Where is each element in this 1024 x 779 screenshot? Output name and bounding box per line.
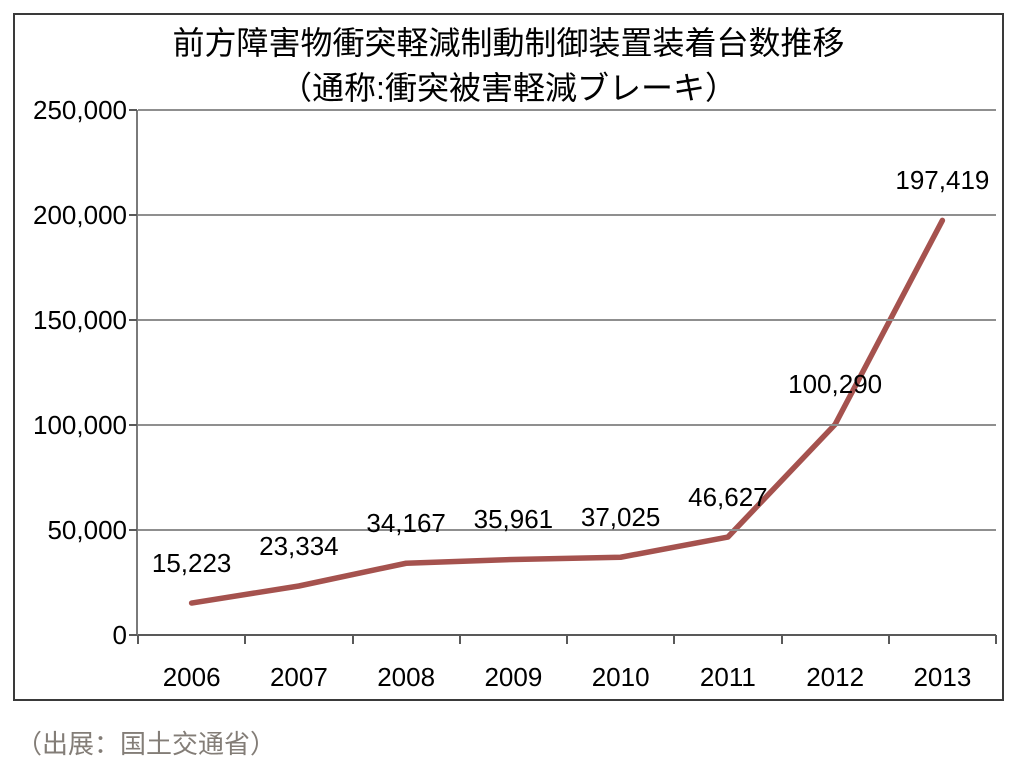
y-axis-tick (129, 109, 137, 111)
gridline (138, 214, 996, 216)
y-axis-tick (129, 214, 137, 216)
source-note: （出展：国土交通省） (16, 729, 277, 759)
x-axis-label: 2010 (591, 662, 650, 692)
x-axis-label: 2008 (377, 662, 436, 692)
x-axis-tick (780, 635, 783, 644)
data-label: 37,025 (580, 502, 661, 533)
y-axis-tick-label: 200,000 (33, 200, 127, 230)
data-label: 100,290 (788, 369, 883, 400)
series-line-chart (188, 217, 946, 606)
chart-title-line1: 前方障害物衝突軽減制動制御装置装着台数推移 (172, 25, 845, 61)
gridline (138, 109, 996, 111)
y-axis-tick (129, 319, 137, 321)
y-axis-tick (129, 634, 137, 636)
data-label: 23,334 (259, 530, 339, 561)
x-axis-tick (458, 635, 461, 644)
y-axis-tick-label: 50,000 (47, 515, 127, 545)
data-label: 197,419 (895, 165, 990, 196)
x-axis-label: 2013 (913, 662, 972, 692)
y-axis-labels: 0 50,000 100,000 150,000 200,000 250,000 (15, 95, 127, 650)
x-axis-labels: 2006 2007 2008 2009 2010 2011 2012 2013 (138, 662, 996, 694)
gridline (138, 529, 996, 531)
chart-title: 前方障害物衝突軽減制動制御装置装着台数推移 （通称:衝突被害軽減ブレーキ） (15, 21, 1002, 111)
y-axis-line (136, 110, 138, 635)
x-axis-label: 2011 (699, 662, 756, 692)
data-label: 34,167 (366, 508, 446, 539)
x-axis-label: 2006 (162, 662, 221, 692)
chart-title-line2: （通称:衝突被害軽減ブレーキ） (280, 70, 737, 106)
data-label: 35,961 (473, 504, 554, 535)
y-axis-tick-label: 250,000 (33, 95, 127, 125)
y-axis-tick (129, 424, 137, 426)
series-line (188, 217, 946, 606)
y-axis-tick-label: 100,000 (33, 410, 127, 440)
chart-frame: 前方障害物衝突軽減制動制御装置装着台数推移 （通称:衝突被害軽減ブレーキ） 0 5… (13, 13, 1004, 701)
x-axis-label: 2007 (269, 662, 328, 692)
gridline (138, 424, 996, 426)
data-label: 15,223 (151, 548, 232, 579)
data-label: 46,627 (688, 482, 768, 513)
plot-area: 15,223 23,334 34,167 35,961 37,025 46,627 100,… (129, 109, 997, 644)
y-axis-tick (129, 529, 137, 531)
y-axis-tick-label: 150,000 (33, 305, 127, 335)
x-axis-tick (244, 635, 247, 644)
y-axis-tick-label: 0 (112, 620, 127, 650)
x-axis-tick (566, 635, 568, 644)
x-axis-tick (673, 635, 676, 644)
x-axis-label: 2012 (806, 662, 865, 692)
x-axis-tick (887, 635, 890, 644)
x-axis-tick (137, 635, 139, 644)
x-axis-label: 2009 (484, 662, 543, 692)
x-axis-tick (995, 635, 997, 644)
x-axis-tick (351, 635, 354, 644)
gridline (138, 319, 996, 321)
